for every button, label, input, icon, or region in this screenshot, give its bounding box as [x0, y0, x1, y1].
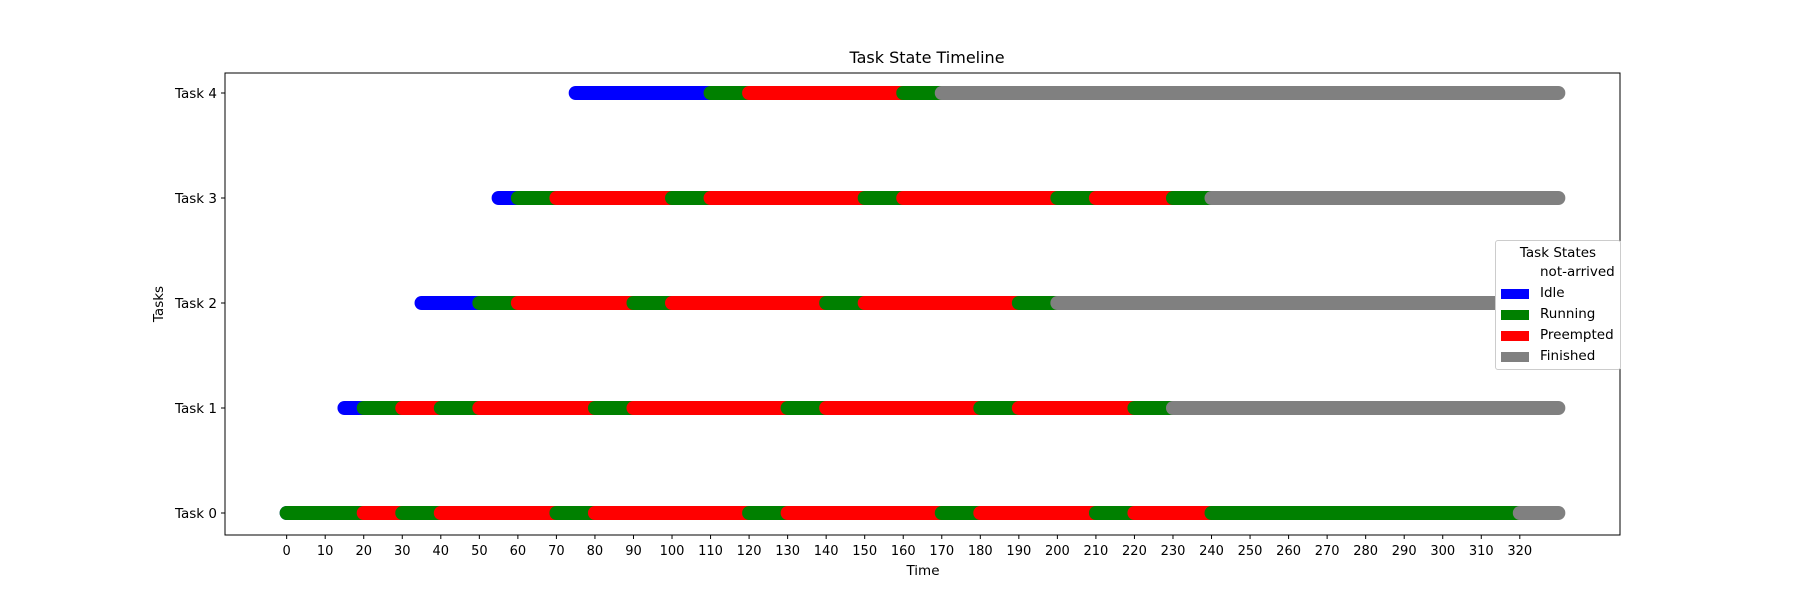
legend-item-preempted: Preempted — [1496, 325, 1620, 346]
legend: Task States not-arrived Idle Running Preemp… — [1495, 240, 1621, 370]
x-axis: 0 10 20 30 40 50 60 70 80 90 100 110 120 130 140 150 160… — [283, 535, 1532, 559]
legend-items: not-arrived Idle Running Preempted Finished — [1496, 262, 1620, 367]
x-tick-label: 20 — [355, 544, 372, 559]
x-tick-label: 110 — [698, 544, 723, 559]
legend-label: Running — [1540, 306, 1596, 322]
legend-title: Task States — [1519, 245, 1597, 261]
legend-item-idle: Idle — [1496, 283, 1620, 304]
x-tick-label: 270 — [1315, 544, 1340, 559]
x-tick-label: 0 — [283, 544, 291, 559]
legend-swatch — [1501, 310, 1529, 320]
x-tick-label: 250 — [1238, 544, 1263, 559]
legend-swatch — [1501, 289, 1529, 299]
legend-label: Idle — [1540, 285, 1565, 301]
timeline-bars — [279, 86, 1566, 520]
chart-title: Task State Timeline — [848, 48, 1004, 67]
x-tick-label: 120 — [737, 544, 762, 559]
legend-item-not-arrived: not-arrived — [1496, 262, 1620, 283]
x-tick-label: 10 — [317, 544, 334, 559]
y-tick-label: Task 2 — [174, 296, 217, 312]
x-tick-label: 130 — [775, 544, 800, 559]
legend-label: Finished — [1540, 348, 1596, 364]
legend-item-running: Running — [1496, 304, 1620, 325]
legend-swatch — [1501, 331, 1529, 341]
x-tick-label: 240 — [1199, 544, 1224, 559]
y-tick-label: Task 3 — [174, 191, 217, 207]
x-tick-label: 290 — [1392, 544, 1417, 559]
x-tick-label: 140 — [814, 544, 839, 559]
x-tick-label: 220 — [1122, 544, 1147, 559]
legend-swatch — [1501, 268, 1529, 278]
x-tick-label: 320 — [1507, 544, 1532, 559]
x-tick-label: 90 — [625, 544, 642, 559]
x-tick-label: 30 — [394, 544, 411, 559]
legend-swatch — [1501, 352, 1529, 362]
x-tick-label: 190 — [1006, 544, 1031, 559]
x-tick-label: 180 — [968, 544, 993, 559]
x-tick-label: 40 — [433, 544, 450, 559]
x-tick-label: 70 — [548, 544, 565, 559]
x-tick-label: 80 — [587, 544, 604, 559]
x-tick-label: 210 — [1083, 544, 1108, 559]
y-axis: Task 0 Task 1 Task 2 Task 3 Task 4 — [174, 86, 225, 522]
x-tick-label: 60 — [510, 544, 527, 559]
legend-label: Preempted — [1540, 327, 1614, 343]
x-tick-label: 310 — [1469, 544, 1494, 559]
x-tick-label: 200 — [1045, 544, 1070, 559]
y-tick-label: Task 1 — [174, 401, 217, 417]
x-tick-label: 300 — [1430, 544, 1455, 559]
y-axis-label: Tasks — [151, 286, 167, 323]
x-tick-label: 160 — [891, 544, 916, 559]
x-tick-label: 280 — [1353, 544, 1378, 559]
x-tick-label: 170 — [929, 544, 954, 559]
x-axis-label: Time — [905, 563, 939, 579]
x-tick-label: 50 — [471, 544, 488, 559]
x-tick-label: 230 — [1161, 544, 1186, 559]
y-tick-label: Task 4 — [174, 86, 217, 102]
legend-item-finished: Finished — [1496, 346, 1620, 367]
legend-label: not-arrived — [1540, 264, 1615, 280]
x-tick-label: 100 — [660, 544, 685, 559]
x-tick-label: 260 — [1276, 544, 1301, 559]
y-tick-label: Task 0 — [174, 506, 217, 522]
x-tick-label: 150 — [852, 544, 877, 559]
